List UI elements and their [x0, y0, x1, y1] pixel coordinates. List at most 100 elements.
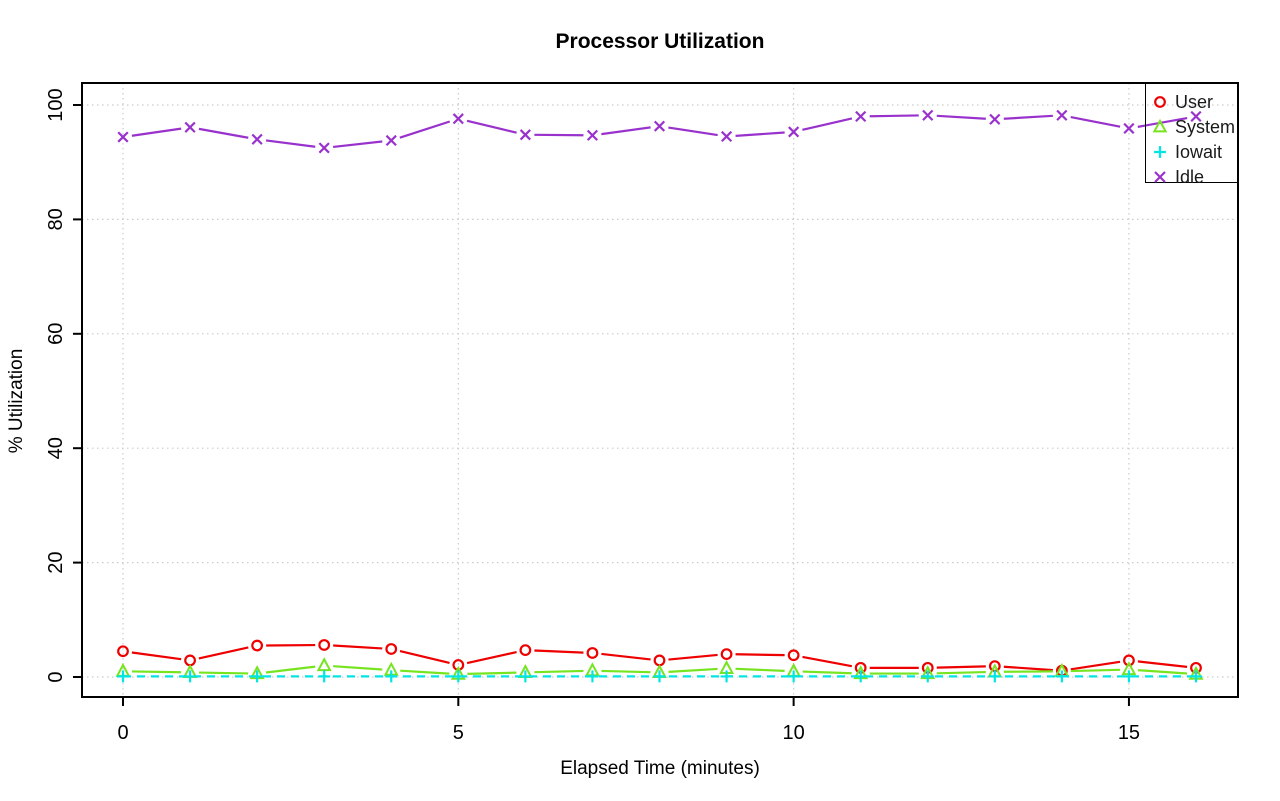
series-system-segment — [735, 667, 785, 672]
series-iowait-point — [586, 670, 599, 683]
plot-border — [81, 82, 1239, 698]
series-user-point — [117, 645, 129, 658]
series-user-segment — [1070, 660, 1121, 671]
series-user-segment — [131, 651, 182, 661]
series-idle-segment — [668, 126, 718, 137]
series-iowait-point — [921, 670, 934, 683]
series-idle-point — [1190, 110, 1202, 123]
x-tick-label: 10 — [783, 722, 805, 744]
series-idle-segment — [1070, 115, 1121, 128]
series-idle-point — [519, 129, 531, 141]
series-system-segment — [936, 670, 986, 675]
series-system-segment — [1070, 668, 1120, 673]
series-user-segment — [735, 653, 785, 657]
series-user-point — [385, 643, 398, 655]
series-iowait-point — [385, 670, 398, 683]
series-idle-segment — [936, 114, 986, 120]
series-user-segment — [936, 665, 986, 669]
series-user-segment — [1137, 660, 1188, 668]
series-iowait-point — [1122, 670, 1135, 683]
series-idle-point — [989, 113, 1001, 125]
y-tick-label: 60 — [45, 323, 67, 345]
series-user-point — [720, 648, 733, 661]
series-system-segment — [802, 670, 852, 675]
series-system-segment — [467, 671, 517, 676]
series-user-segment — [534, 649, 584, 654]
x-tick-label: 15 — [1118, 722, 1140, 744]
legend-label-user: User — [1175, 91, 1214, 112]
series-idle-point — [452, 113, 464, 125]
series-idle-point — [184, 121, 196, 133]
series-system-point — [316, 657, 332, 672]
series-idle-point — [720, 130, 733, 143]
x-axis-label: Elapsed Time (minutes) — [560, 758, 760, 779]
series-idle-segment — [131, 127, 182, 137]
series-idle-point — [251, 133, 263, 145]
series-idle-point — [788, 126, 800, 138]
series-idle-point — [586, 129, 599, 141]
series-iowait-point — [854, 670, 867, 683]
series-user-segment — [399, 649, 450, 664]
series-system-segment — [534, 669, 584, 674]
series-system-segment — [668, 667, 718, 673]
y-tick-label: 40 — [45, 437, 67, 459]
series-iowait-point — [1190, 670, 1202, 683]
legend-label-idle: Idle — [1175, 166, 1205, 187]
series-iowait-point — [318, 670, 331, 683]
series-user-point — [519, 644, 532, 657]
series-user-point — [184, 654, 196, 667]
series-idle-point — [385, 134, 397, 147]
legend-label-iowait: Iowait — [1175, 141, 1223, 162]
series-iowait-point — [519, 670, 532, 683]
series-user-point — [586, 647, 599, 659]
series-idle-segment — [802, 117, 853, 131]
series-user-segment — [466, 650, 517, 665]
series-user-point — [787, 649, 800, 662]
legend: User System Iowait Idle — [1145, 83, 1238, 186]
series-system-segment — [333, 665, 383, 671]
series-user-segment — [668, 653, 718, 661]
legend-item-system: System — [1146, 114, 1237, 139]
series-idle-point — [117, 131, 129, 143]
chart-title: Processor Utilization — [555, 30, 765, 53]
series-idle-point — [653, 120, 666, 132]
plus-marker-icon — [1154, 145, 1166, 158]
series-user-point — [251, 639, 264, 652]
series-idle-point — [318, 142, 330, 154]
legend-label-system: System — [1175, 116, 1236, 137]
series-user-point — [318, 639, 331, 651]
series-system-segment — [199, 671, 249, 675]
series-iowait-point — [787, 670, 800, 683]
series-user-segment — [601, 652, 651, 661]
series-system-segment — [131, 670, 182, 674]
series-idle-segment — [198, 127, 249, 139]
legend-item-idle: Idle — [1146, 164, 1237, 189]
series-iowait-point — [452, 670, 465, 683]
legend-item-user: User — [1146, 89, 1237, 114]
x-tick-label: 0 — [117, 722, 128, 744]
series-idle-point — [922, 109, 934, 121]
series-user-segment — [1003, 665, 1053, 672]
series-iowait-point — [184, 670, 197, 683]
y-tick-label: 20 — [45, 551, 67, 573]
y-tick-label: 0 — [45, 671, 67, 682]
series-system-segment — [400, 669, 450, 675]
series-user-segment — [198, 646, 249, 660]
series-iowait-point — [117, 670, 129, 683]
series-system-segment — [1137, 669, 1188, 675]
series-user-point — [653, 654, 666, 667]
series-idle-segment — [735, 131, 785, 137]
series-idle-segment — [601, 126, 651, 136]
series-iowait-point — [653, 670, 666, 683]
series-iowait-point — [720, 670, 733, 683]
series-idle-segment — [466, 119, 517, 134]
triangle-marker-icon — [1152, 118, 1168, 132]
series-idle-segment — [333, 140, 383, 149]
series-idle-point — [1123, 122, 1135, 135]
series-user-segment — [802, 655, 853, 668]
series-iowait-point — [1055, 670, 1068, 683]
series-idle-point — [855, 110, 867, 123]
legend-item-iowait: Iowait — [1146, 139, 1237, 164]
